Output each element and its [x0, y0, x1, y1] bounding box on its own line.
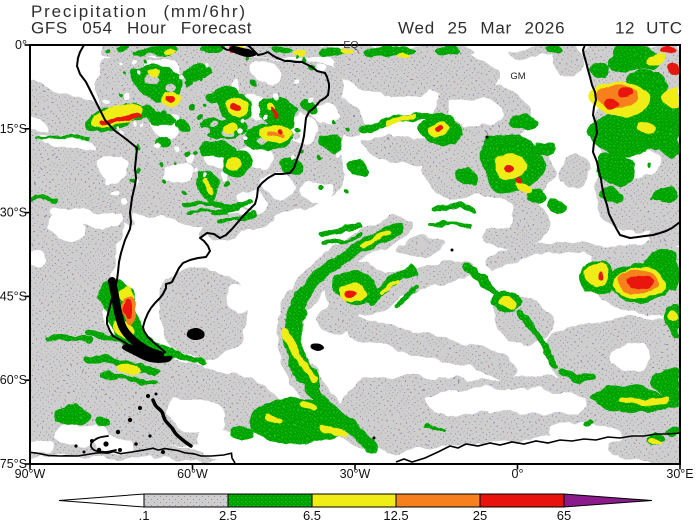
- svg-text:0°: 0°: [512, 467, 524, 481]
- svg-text:0°: 0°: [15, 38, 27, 52]
- svg-text:Wed 25 Mar 2026: Wed 25 Mar 2026: [398, 19, 565, 38]
- svg-text:65: 65: [557, 508, 571, 523]
- svg-text:Precipitation (mm/6hr): Precipitation (mm/6hr): [31, 2, 247, 21]
- svg-text:.1: .1: [139, 508, 150, 523]
- svg-text:GFS 054 Hour Forecast: GFS 054 Hour Forecast: [31, 19, 252, 38]
- svg-text:30°S: 30°S: [0, 206, 27, 220]
- svg-text:90°W: 90°W: [15, 467, 46, 481]
- svg-text:GM: GM: [510, 71, 525, 82]
- svg-text:15°S: 15°S: [0, 122, 27, 136]
- svg-text:12 UTC: 12 UTC: [615, 19, 683, 38]
- svg-text:45°S: 45°S: [0, 289, 27, 303]
- svg-text:12.5: 12.5: [383, 508, 408, 523]
- svg-text:EQ: EQ: [343, 39, 358, 51]
- svg-text:25: 25: [473, 508, 487, 523]
- svg-text:75°S: 75°S: [0, 457, 27, 471]
- svg-text:30°W: 30°W: [340, 467, 371, 481]
- svg-text:30°E: 30°E: [666, 467, 693, 481]
- svg-text:60°S: 60°S: [0, 373, 27, 387]
- svg-text:2.5: 2.5: [219, 508, 237, 523]
- svg-text:6.5: 6.5: [303, 508, 321, 523]
- svg-text:60°W: 60°W: [177, 467, 208, 481]
